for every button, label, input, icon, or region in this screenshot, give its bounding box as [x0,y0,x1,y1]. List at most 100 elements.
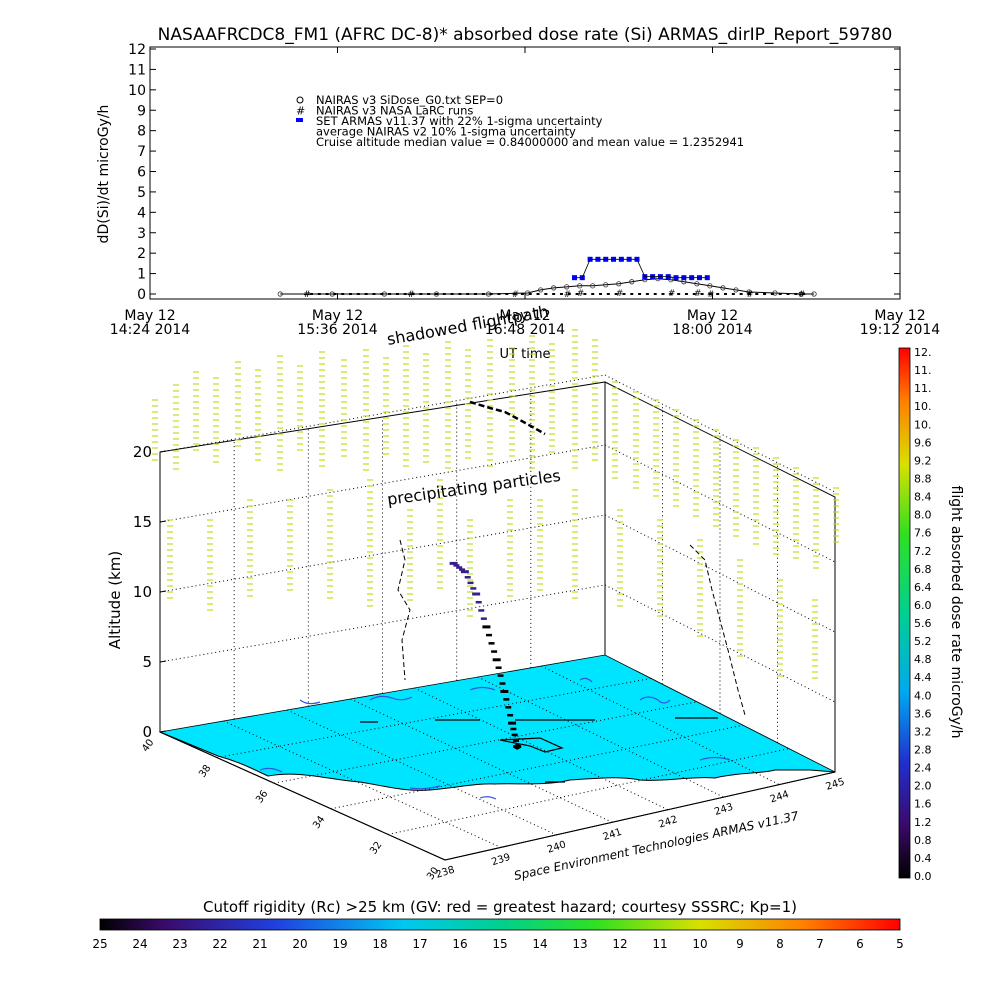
series-nairas-sep0-point [772,290,778,296]
timeseries-legend: NAIRAS v3 SiDose_G0.txt SEP=0 # NAIRAS v3 … [296,93,744,149]
dose-colorbar-tick-label: 6.8 [914,563,932,576]
longitude-tick-label: 241 [602,827,624,843]
dose-colorbar-tick-label: 0.4 [914,852,932,865]
series-nairas-sep0-point [720,285,726,291]
series-nairas-sep0-point [564,284,570,290]
dose-colorbar-tick-label: 10. [914,400,932,413]
flight-origin-marker [514,743,521,750]
dose-colorbar: 0.0 0.4 0.8 1.2 1.6 2.0 2.4 2.8 3.2 3.6 4.0 4.4 4.8 5… [898,346,964,883]
latitude-tick-label: 32 [368,840,384,857]
rigidity-bar-tick-label: 14 [532,937,547,951]
ground-gridlines [216,665,790,848]
series-nairas-sep0-point [694,281,700,287]
rigidity-bar-tick-label: 13 [572,937,587,951]
longitude-tick-label: 244 [769,789,791,805]
altitude-tick-mark [159,450,167,453]
rigidity-bar-tick-label: 21 [252,937,267,951]
legend-entry-text: Cruise altitude median value = 0.8400000… [316,135,744,149]
right-wall-gridline [604,444,836,563]
y-tick-label: 10 [128,83,146,99]
series-larc-point: # [577,289,585,299]
x-tick-label-date: May 12 [687,308,738,324]
ground-lon-gridline [350,698,613,823]
dose-colorbar-tick-label: 2.0 [914,780,932,793]
dose-colorbar-tick-label: 5.6 [914,617,932,630]
timeseries-series: # # # # # # # # # # # [277,256,817,300]
series-nairas-sep0-point [590,283,596,289]
rigidity-bar-tick-label: 8 [776,937,784,951]
rigidity-bar-tick-label: 9 [736,937,744,951]
ground-lon-gridline [477,676,724,798]
altitude-tick-label: 5 [142,653,152,671]
altitude-tick-label: 20 [133,443,152,461]
latitude-tick-label: 36 [254,789,270,806]
y-tick-label: 0 [137,287,146,303]
flight-track [449,561,522,750]
series-nairas-sep0-point [538,287,544,293]
legend-entry-text: NAIRAS v3 NASA LaRC runs [316,104,473,118]
series-larc-point: # [668,289,676,299]
ground-track-segments [360,717,718,783]
back-wall-gridline [159,444,606,523]
rigidity-bar-label: Cutoff rigidity (Rc) >25 km (GV: red = g… [203,898,797,916]
legend-entry-text: NAIRAS v3 SiDose_G0.txt SEP=0 [316,93,503,107]
chart-title: NASAAFRCDC8_FM1 (AFRC DC-8)* absorbed do… [158,25,893,45]
series-armas-point [571,275,577,281]
series-nairas-sep0-point [433,291,440,297]
x-tick-label-date: May 12 [499,308,550,324]
rigidity-bar-tick-label: 23 [172,937,187,951]
y-tick-label: 1 [137,267,146,283]
rigidity-bar-tick-label: 25 [92,937,107,951]
contour-7 [479,796,497,800]
altitude-tick-mark [159,520,167,523]
rigidity-bar: Cutoff rigidity (Rc) >25 km (GV: red = g… [92,898,903,951]
coastline-land [159,731,836,861]
dose-colorbar-tick-label: 5.2 [914,635,932,648]
dose-colorbar-tick-label: 3.6 [914,707,932,720]
dose-colorbar-ticks: 0.0 0.4 0.8 1.2 1.6 2.0 2.4 2.8 3.2 3.6 4.0 4.4 4.8 5… [914,346,932,883]
ground-lon-gridline [414,687,669,811]
series-nairas-sep0-point [577,283,583,289]
altitude-ticks: 0 5 10 15 20 [133,443,167,741]
rigidity-bar-tick-label: 24 [132,937,147,951]
dose-colorbar-tick-label: 12. [914,346,932,359]
dose-colorbar-tick-label: 4.8 [914,653,932,666]
series-nairas-sep0-line [280,278,815,295]
rigidity-bar-ticks: 25 24 23 22 21 20 19 18 17 16 15 14 13 12 11 10 9 8 7 6 5 [92,937,903,951]
x-tick-label-time: 18:00 2014 [672,322,753,338]
series-larc-point: # [707,290,715,300]
contour-3 [579,677,593,683]
x-tick-label-time: 19:12 2014 [860,322,941,338]
series-nairas-sep0-point [629,279,635,285]
y-tick-label: 9 [137,103,146,119]
rigidity-bar-tick-label: 18 [372,937,387,951]
dose-colorbar-tick-label: 3.2 [914,725,932,738]
series-nairas-sep0-point [733,287,739,293]
series-nairas-sep0-point [668,277,674,283]
legend-marker-hash: # [296,105,305,118]
dose-colorbar-tick-label: 10. [914,418,932,431]
timeseries-plot-frame [149,46,901,300]
altitude-tick-label: 10 [133,583,152,601]
rigidity-bar-gradient [99,918,901,931]
x-tick-label-date: May 12 [124,308,175,324]
dose-colorbar-tick-label: 8.0 [914,509,932,522]
front-right-edge [444,771,836,861]
series-nairas-sep0-point [707,283,713,289]
dose-colorbar-tick-label: 6.0 [914,599,932,612]
series-larc-point: # [512,290,520,300]
dose-colorbar-tick-label: 1.6 [914,798,932,811]
legend-marker-blue [296,118,303,122]
altitude-tick-mark [159,590,167,593]
rigidity-bar-tick-label: 12 [612,937,627,951]
ground-route [499,737,564,753]
y-tick-label: 11 [128,62,146,78]
longitude-tick-label: 243 [713,802,735,818]
contour-4 [639,696,671,704]
series-armas-line [574,258,708,279]
dose-colorbar-tick-label: 6.4 [914,581,932,594]
dose-colorbar-gradient [898,347,911,879]
y-tick-label: 2 [137,246,146,262]
